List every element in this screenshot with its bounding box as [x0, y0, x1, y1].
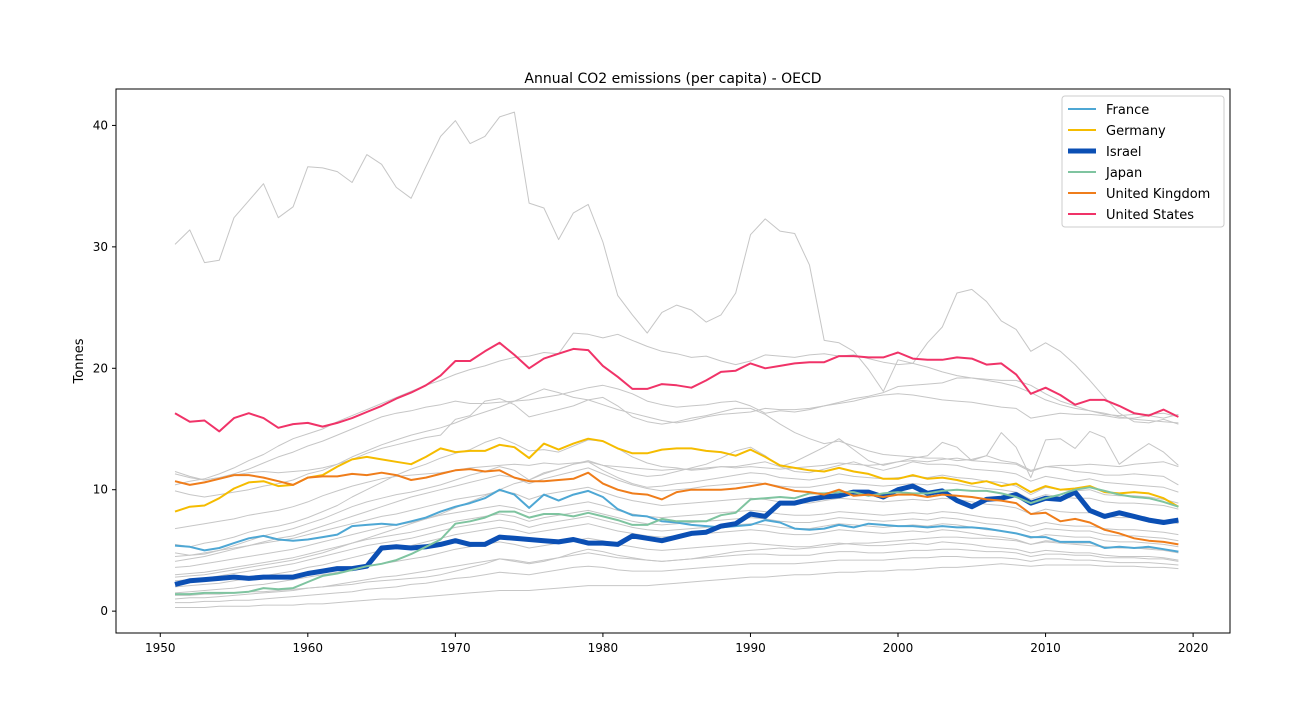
- background-series-line-4: [174, 457, 1179, 530]
- y-tick-label: 10: [93, 483, 108, 497]
- highlighted-series-group: [174, 341, 1179, 596]
- x-tick-label: 2010: [1030, 641, 1061, 655]
- background-series-line-6: [174, 437, 1179, 548]
- x-tick-label: 1980: [588, 641, 619, 655]
- background-series-line-19: [174, 430, 1179, 578]
- series-line-united-states: [174, 341, 1179, 433]
- legend-label-germany: Germany: [1106, 124, 1166, 139]
- legend-label-united-states: United States: [1106, 208, 1194, 223]
- legend-box: [1061, 95, 1225, 228]
- series-line-france: [174, 488, 1179, 553]
- series-line-united-kingdom: [174, 468, 1179, 546]
- y-tick-label: 40: [93, 118, 108, 132]
- background-series-line-9: [174, 486, 1179, 557]
- legend-label-israel: Israel: [1106, 145, 1142, 160]
- x-tick-label: 1960: [293, 641, 324, 655]
- legend-label-japan: Japan: [1105, 166, 1142, 181]
- background-series-line-10: [174, 501, 1179, 568]
- background-series-line-8: [174, 467, 1179, 562]
- background-series-line-5: [174, 396, 1179, 486]
- y-tick-label: 30: [93, 240, 108, 254]
- y-axis-label: Tonnes: [72, 338, 87, 384]
- x-tick-label: 1950: [145, 641, 176, 655]
- y-axis: 0 10 20 30 40: [93, 118, 116, 618]
- y-tick-label: 0: [100, 604, 108, 618]
- x-axis: 1950 1960 1970 1980 1990 2000 2010 2020: [145, 633, 1208, 655]
- background-series-line-18: [175, 536, 1179, 596]
- background-series-line-3: [174, 388, 1179, 498]
- background-series-line-2: [174, 377, 1179, 481]
- background-series-line-1: [174, 332, 1179, 486]
- background-series-line-0: [174, 111, 1179, 425]
- x-tick-label: 1990: [735, 641, 766, 655]
- background-series-line-11: [174, 509, 1179, 576]
- x-tick-label: 2000: [883, 641, 914, 655]
- legend-label-united-kingdom: United Kingdom: [1106, 187, 1210, 202]
- series-line-japan: [175, 486, 1179, 596]
- background-series-line-16: [175, 556, 1179, 604]
- y-tick-label: 20: [93, 361, 108, 375]
- x-tick-label: 1970: [440, 641, 471, 655]
- legend-label-france: France: [1106, 103, 1149, 118]
- plot-area-frame: [115, 88, 1231, 634]
- chart-title: Annual CO2 emissions (per capita) - OECD: [524, 71, 821, 87]
- background-series-line-17: [175, 563, 1179, 608]
- series-line-germany: [174, 437, 1179, 513]
- x-tick-label: 2020: [1178, 641, 1209, 655]
- legend: France Germany Israel Japan United Kingdom Un…: [1061, 95, 1225, 228]
- background-series-group: [174, 111, 1179, 608]
